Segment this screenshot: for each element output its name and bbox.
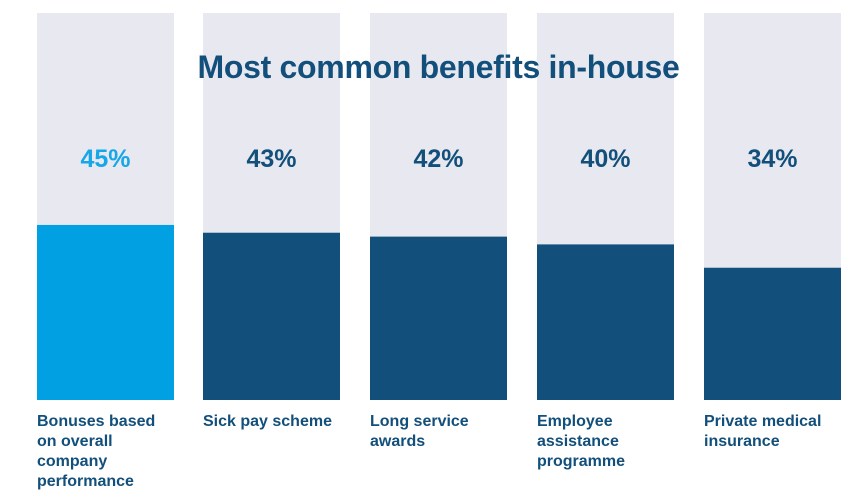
value-label: 40% [580,145,630,173]
bar [370,236,507,400]
value-labels: 45% 43% 42% 40% 34% [80,145,797,173]
value-label: 42% [413,145,463,173]
value-label: 34% [747,145,797,173]
category-label: Bonuses based on overall company perform… [37,413,156,490]
bars [37,224,841,400]
category-label: Employee assistance programme [537,413,626,470]
value-label: 43% [246,145,296,173]
category-label: Private medical insurance [704,413,822,450]
category-label: Sick pay scheme [203,413,332,430]
bar [537,244,674,400]
bar [203,232,340,400]
category-label: Long service awards [370,413,469,450]
bar [704,267,841,400]
value-label: 45% [80,145,130,173]
chart-title: Most common benefits in-house [197,49,680,85]
bar [37,224,174,400]
